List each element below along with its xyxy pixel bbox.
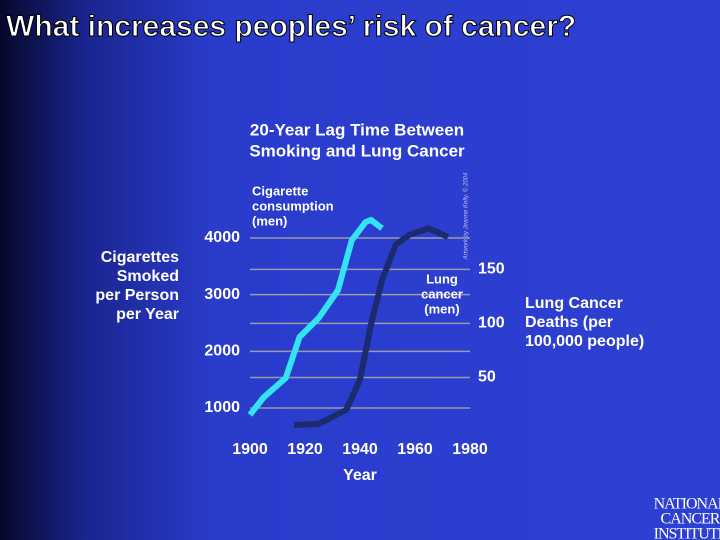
label-line: Lung (426, 271, 458, 286)
y2-tick-label: 50 (478, 369, 496, 386)
y2-tick-label: 150 (478, 261, 505, 278)
y-tick-label: 4000 (204, 229, 240, 246)
label-line: cancer (421, 286, 463, 301)
label-line: per Year (116, 306, 179, 323)
x-tick-label: 1960 (397, 441, 433, 458)
data-line (247, 216, 384, 417)
y-tick-label: 1000 (204, 399, 240, 416)
x-tick-label: 1940 (342, 441, 378, 458)
label-line: Deaths (per (525, 314, 613, 331)
chart-title: Smoking and Lung Cancer (249, 141, 465, 160)
label-line: (men) (424, 301, 459, 316)
y-tick-label: 2000 (204, 343, 240, 360)
label-line: 100,000 people) (525, 333, 644, 350)
x-axis-label: Year (343, 467, 377, 484)
y-tick-label: 3000 (204, 286, 240, 303)
x-tick-label: 1920 (287, 441, 323, 458)
x-tick-label: 1980 (452, 441, 488, 458)
chart-title: 20-Year Lag Time Between (250, 120, 464, 139)
label-line: (men) (252, 213, 287, 228)
logo-line: INSTITUTE (654, 526, 720, 540)
label-line: Smoked (117, 268, 179, 285)
label-line: Cigarettes (101, 249, 179, 266)
label-line: Cigarette (252, 183, 308, 198)
logo-line: CANCER (661, 511, 720, 528)
credit: Artwork by Jeanne Kelly. © 2004 (463, 172, 470, 260)
y2-tick-label: 100 (478, 315, 505, 332)
label-line: per Person (95, 287, 179, 304)
label-line: Lung Cancer (525, 295, 623, 312)
data-line (293, 225, 450, 428)
logo-line: NATIONAL (654, 496, 720, 513)
label-line: consumption (252, 198, 334, 213)
x-tick-label: 1900 (232, 441, 268, 458)
slide-title: What increases peoples’ risk of cancer? (6, 10, 576, 43)
